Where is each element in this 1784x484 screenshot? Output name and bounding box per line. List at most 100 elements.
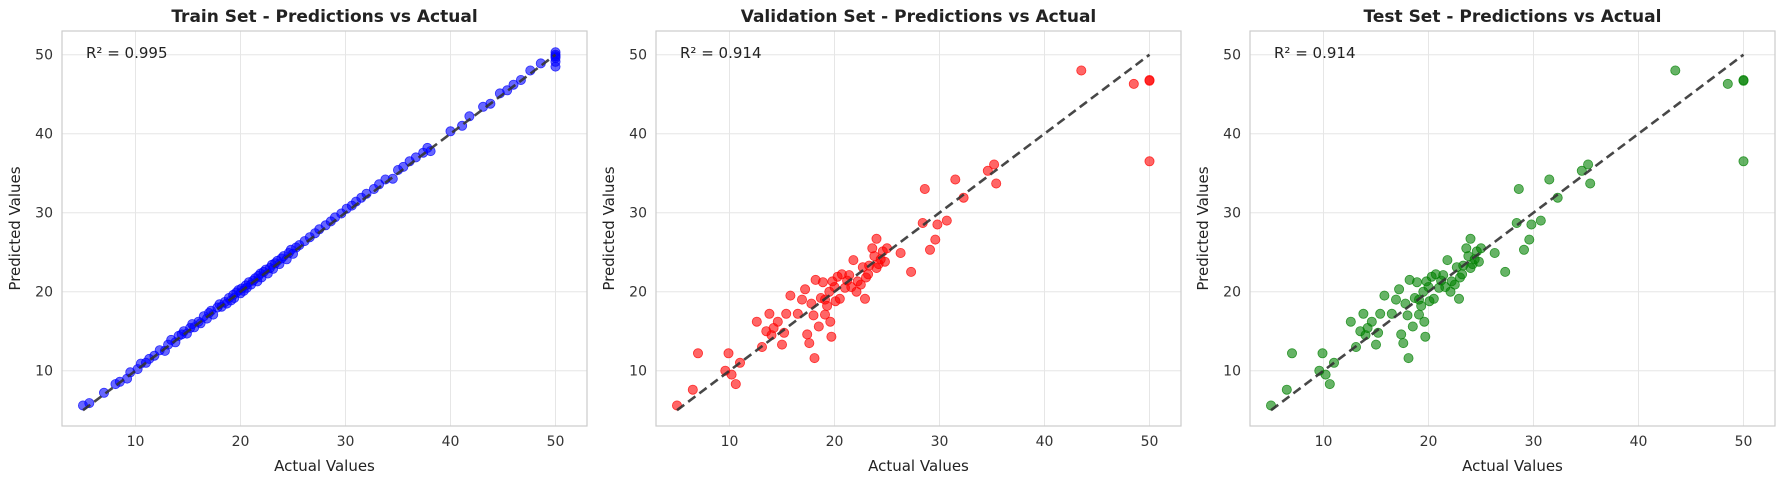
y-tick-label: 20 [629,285,647,301]
y-axis-label: Predicted Values [6,166,24,290]
data-point [1144,156,1155,167]
data-point [1419,316,1430,327]
data-point [1465,233,1476,244]
y-tick-label: 30 [629,206,647,222]
y-tick-label: 30 [1223,206,1241,222]
y-tick-label: 40 [1223,127,1241,143]
data-point [1345,316,1356,327]
data-point [1457,269,1468,280]
data-point [1585,178,1596,189]
r-squared-annotation: R² = 0.914 [680,44,761,62]
data-point [1128,78,1139,89]
data-point [777,339,788,350]
data-point [1144,75,1155,86]
data-point [1449,279,1460,290]
y-tick-label: 10 [629,364,647,380]
data-point [848,255,859,266]
reference-line [82,53,557,412]
data-point [804,338,815,349]
data-point [817,277,828,288]
data-point [802,329,813,340]
data-point [764,308,775,319]
data-point [550,61,561,72]
data-point [932,219,943,230]
x-axis-label: Actual Values [1462,457,1563,475]
y-tick-label: 20 [1223,285,1241,301]
data-point [1500,266,1511,277]
data-point [1454,293,1465,304]
data-point [1738,156,1749,167]
data-point [991,178,1002,189]
reference-line [676,53,1151,412]
data-point [1371,339,1382,350]
data-point [99,387,110,398]
x-tick-label: 30 [931,434,949,450]
x-tick-label: 30 [1525,434,1543,450]
chart-title: Test Set - Predictions vs Actual [1364,7,1662,27]
chart-title: Train Set - Predictions vs Actual [171,7,477,27]
data-point [1583,159,1594,170]
x-tick-label: 20 [232,434,250,450]
data-point [1524,234,1535,245]
y-tick-label: 10 [1223,364,1241,380]
data-point [1317,348,1328,359]
x-axis-label: Actual Values [274,457,375,475]
data-point [950,174,961,185]
data-point [895,247,906,258]
data-point [1375,308,1386,319]
data-point [1670,65,1681,76]
chart-title: Validation Set - Predictions vs Actual [741,7,1097,27]
y-tick-label: 40 [35,127,53,143]
x-axis-label: Actual Values [868,457,969,475]
plot-frame [1249,30,1776,427]
data-point [809,353,820,364]
data-point [1513,183,1524,194]
data-point [813,321,824,332]
data-point [797,294,808,305]
data-point [693,348,704,359]
data-point [1402,310,1413,321]
y-tick-label: 40 [629,127,647,143]
data-point [425,146,436,157]
x-tick-label: 10 [1315,434,1333,450]
data-point [860,293,871,304]
data-point [398,161,409,172]
data-point [1366,316,1377,327]
y-tick-label: 20 [35,285,53,301]
data-point [844,270,855,281]
y-tick-label: 50 [35,48,53,64]
x-tick-label: 40 [442,434,460,450]
y-tick-label: 50 [629,48,647,64]
data-point [941,215,952,226]
data-point [1416,300,1427,311]
data-point [1535,215,1546,226]
plot-frame [655,30,1182,427]
x-tick-label: 50 [1141,434,1159,450]
data-point [855,279,866,290]
x-tick-label: 20 [1420,434,1438,450]
data-point [772,316,783,327]
data-point [1442,255,1453,266]
data-point [930,234,941,245]
data-point [1738,75,1749,86]
data-point [1287,348,1298,359]
data-point [989,159,1000,170]
data-point [919,183,930,194]
data-point [1473,256,1484,267]
data-point [687,384,698,395]
data-point [1398,338,1409,349]
data-point [723,348,734,359]
data-point [1396,329,1407,340]
r-squared-annotation: R² = 0.914 [1274,44,1355,62]
data-point [1412,277,1423,288]
data-point [785,290,796,301]
data-point [730,379,741,390]
x-tick-label: 20 [826,434,844,450]
data-point [1407,321,1418,332]
data-point [1428,293,1439,304]
data-point [1438,270,1449,281]
data-point [1403,353,1414,364]
data-point [1324,379,1335,390]
r-squared-annotation: R² = 0.995 [86,44,167,62]
x-tick-label: 50 [1735,434,1753,450]
